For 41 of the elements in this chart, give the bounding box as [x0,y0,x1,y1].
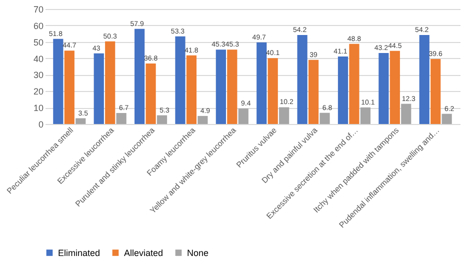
bar [320,112,330,124]
bar [146,64,156,124]
bar [76,118,86,124]
bar [116,112,126,124]
y-tick-label: 60 [33,20,44,31]
bar [442,114,452,124]
bar [53,38,64,124]
bar [186,55,197,124]
y-tick-label: 70 [33,4,44,14]
y-tick-label: 30 [33,70,44,80]
bar [349,44,360,124]
bar [64,50,74,124]
bar [134,28,145,124]
bar [156,115,168,124]
bar [238,108,248,124]
legend-label: Alleviated [124,248,164,258]
legend-label: Eliminated [58,248,100,258]
bar [175,36,186,124]
bar [430,58,441,124]
y-tick-label: 50 [33,37,44,48]
y-tick-label: 0 [38,120,44,130]
bar [419,34,430,124]
legend-label: None [187,248,209,258]
bar [94,53,104,124]
bar [360,107,370,124]
bar [390,50,400,124]
bar [216,50,226,124]
y-tick-label: 10 [33,103,44,114]
bar [198,116,208,124]
bar [338,56,348,124]
bar [401,104,412,124]
bar [279,107,290,124]
y-tick-label: 40 [33,54,44,64]
y-tick-label: 20 [33,86,44,97]
bar [297,34,308,124]
bar [378,53,389,124]
bar [256,42,267,124]
bar [105,41,116,124]
bar [308,60,319,124]
bar [268,58,278,124]
bar [227,50,238,124]
